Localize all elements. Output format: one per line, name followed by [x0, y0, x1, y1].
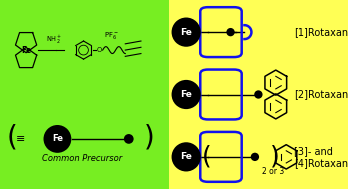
- Ellipse shape: [124, 134, 134, 144]
- Text: O: O: [96, 47, 102, 53]
- Text: Fe: Fe: [21, 46, 32, 55]
- Ellipse shape: [172, 80, 201, 109]
- Ellipse shape: [172, 142, 201, 171]
- Ellipse shape: [172, 18, 201, 47]
- Text: (: (: [202, 144, 212, 168]
- Text: [1]Rotaxane: [1]Rotaxane: [294, 27, 348, 37]
- Text: Fe: Fe: [52, 134, 63, 143]
- Text: (: (: [7, 124, 17, 152]
- Bar: [0, 0, 169, 189]
- Text: [3]- and
[4]Rotaxane: [3]- and [4]Rotaxane: [294, 146, 348, 168]
- Text: Fe: Fe: [180, 152, 192, 161]
- Text: Fe: Fe: [180, 28, 192, 37]
- Text: Fe: Fe: [180, 90, 192, 99]
- Text: Common Precursor: Common Precursor: [42, 154, 122, 163]
- Text: ): ): [270, 144, 280, 168]
- Text: [2]Rotaxane: [2]Rotaxane: [294, 90, 348, 99]
- Ellipse shape: [251, 153, 259, 161]
- Bar: [169, 0, 348, 189]
- Ellipse shape: [226, 28, 235, 36]
- Text: $\mathregular{NH_2^+}$: $\mathregular{NH_2^+}$: [46, 34, 62, 46]
- Text: ≡: ≡: [16, 134, 25, 144]
- Ellipse shape: [254, 90, 262, 99]
- Text: $\mathregular{PF_6^-}$: $\mathregular{PF_6^-}$: [104, 30, 119, 41]
- Text: 2 or 3: 2 or 3: [262, 167, 284, 176]
- Ellipse shape: [44, 125, 71, 153]
- Text: ): ): [144, 124, 155, 152]
